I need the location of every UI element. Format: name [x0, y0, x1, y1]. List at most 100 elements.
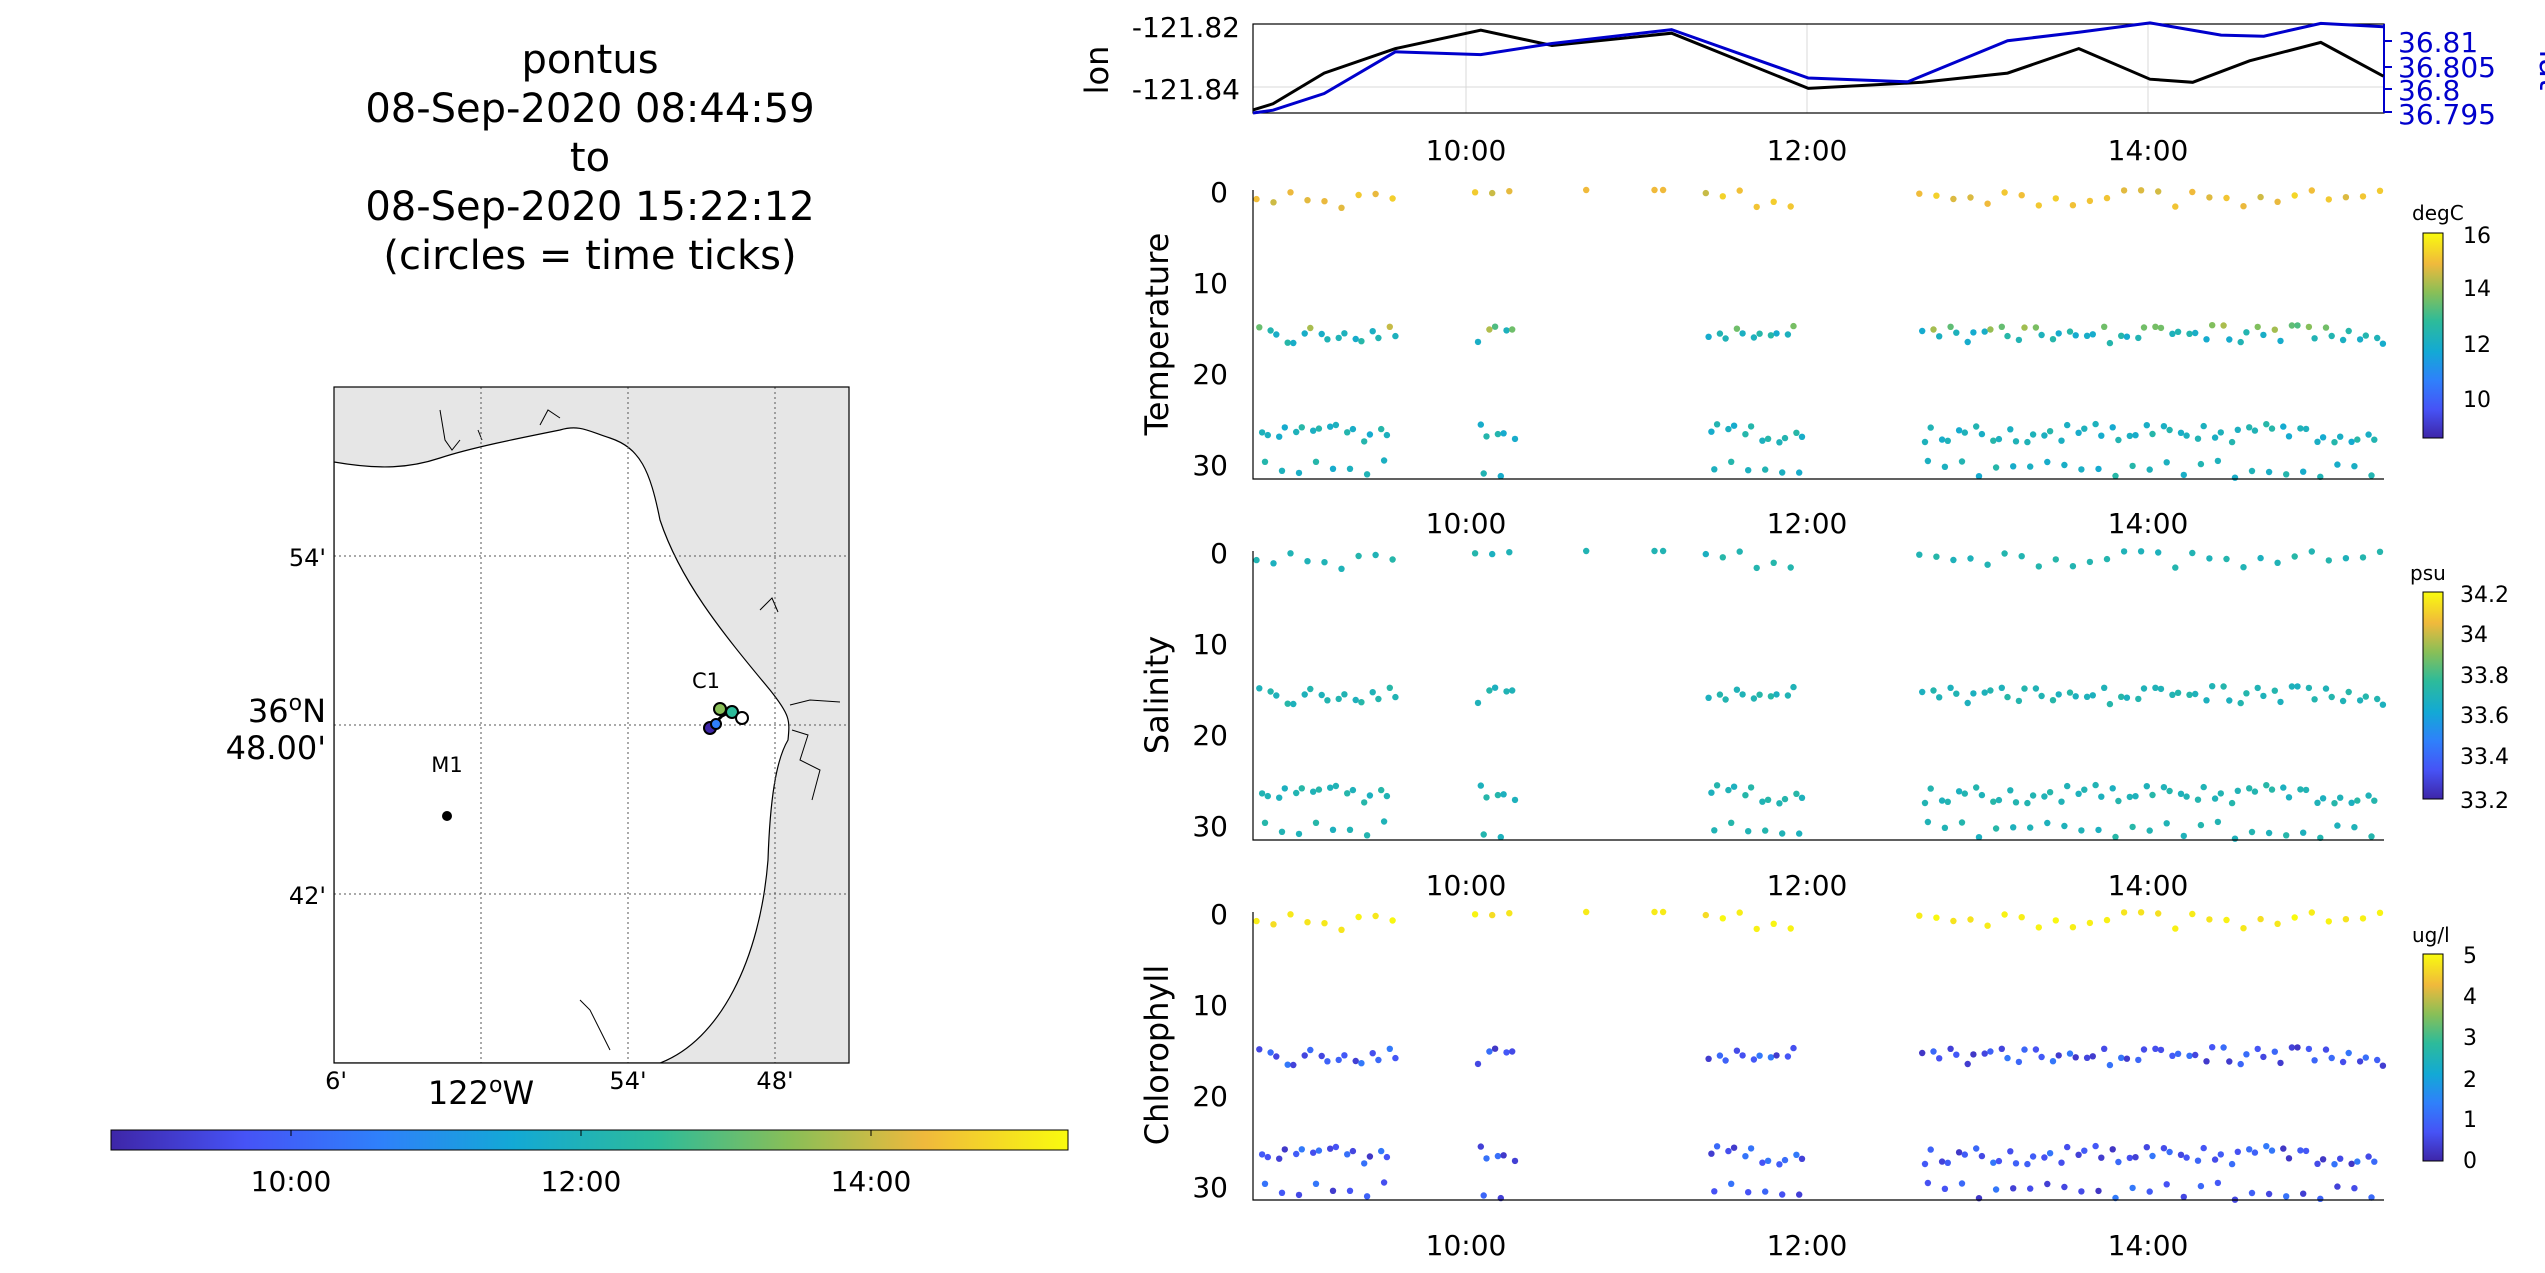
- chlorophyll-point: [2012, 1160, 2020, 1167]
- temperature-point: [2066, 328, 2074, 335]
- chlorophyll-point: [2240, 925, 2247, 932]
- chlorophyll-point: [1776, 1161, 1783, 1168]
- temperature-point: [1719, 193, 1727, 200]
- chlorophyll-point: [2288, 1044, 2296, 1051]
- salinity-point: [1798, 794, 1806, 801]
- temperature-point: [2081, 425, 2088, 432]
- glider-track: [703, 702, 749, 735]
- salinity-point: [1321, 559, 1328, 566]
- chlorophyll-point: [1930, 1048, 1937, 1055]
- chlorophyll-point: [1341, 1052, 1348, 1059]
- chlorophyll-point: [2032, 1046, 2040, 1053]
- chlorophyll-point: [2098, 1154, 2105, 1161]
- temperature-point: [2339, 336, 2347, 344]
- salinity-point: [1270, 560, 1277, 567]
- salinity-point: [1358, 699, 1365, 706]
- chlorophyll-point: [1506, 910, 1513, 917]
- salinity-point: [1779, 830, 1786, 837]
- temperature-point: [1938, 436, 1946, 443]
- temperature-point: [2365, 431, 2372, 438]
- salinity-point: [1583, 547, 1590, 555]
- salinity-point: [1344, 790, 1351, 797]
- temperature-point: [1494, 430, 1502, 438]
- chlorophyll-point: [2137, 909, 2145, 916]
- salinity-point: [2015, 697, 2023, 705]
- salinity-point: [2169, 691, 2176, 698]
- chlorophyll-point: [1927, 1146, 1934, 1153]
- chlorophyll-colorbar-tick: 4: [2463, 985, 2477, 1010]
- chlorophyll-point: [2203, 1058, 2210, 1065]
- salinity-point: [2069, 563, 2077, 570]
- chlorophyll-point: [2211, 1156, 2219, 1163]
- chlorophyll-point: [2189, 910, 2196, 918]
- salinity-point: [1770, 559, 1777, 566]
- chlorophyll-point: [2089, 1053, 2096, 1060]
- chlorophyll-point: [2277, 1059, 2284, 1067]
- salinity-point: [2135, 695, 2142, 703]
- salinity-point: [2297, 786, 2304, 793]
- salinity-point: [1310, 788, 1317, 795]
- salinity-point: [1491, 684, 1499, 691]
- chlorophyll-point: [2157, 1046, 2165, 1054]
- chlorophyll-point: [2356, 1058, 2364, 1065]
- salinity-point: [1767, 693, 1775, 700]
- salinity-point: [1776, 800, 1783, 807]
- temperature-point: [1708, 428, 1715, 435]
- salinity-point: [1489, 550, 1496, 558]
- temperature-point: [1335, 334, 1342, 342]
- temperature-point: [2342, 194, 2350, 201]
- temperature-point: [2015, 336, 2023, 344]
- salinity-point: [2061, 822, 2068, 830]
- chlorophyll-point: [1304, 919, 1311, 926]
- salinity-point: [1298, 785, 1306, 792]
- temperature-point: [2220, 322, 2227, 329]
- temperature-point: [1483, 433, 1490, 440]
- temperature-point: [1506, 188, 1513, 195]
- temperature-point: [2086, 197, 2094, 205]
- temperature-point: [2237, 338, 2244, 346]
- salinity-point: [2371, 797, 2378, 804]
- temperature-point: [2058, 437, 2065, 444]
- salinity-point: [2021, 685, 2028, 692]
- salinity-point: [1995, 796, 2003, 804]
- temperature-point: [2001, 189, 2008, 196]
- temperature-point: [1936, 333, 1943, 340]
- chlorophyll-point: [1278, 1189, 1286, 1197]
- chlorophyll-x-tick: 14:00: [2108, 1229, 2189, 1262]
- temperature-point: [2174, 328, 2182, 335]
- salinity-point: [2217, 790, 2224, 797]
- salinity-point: [1261, 819, 1269, 826]
- chlorophyll-point: [1293, 1150, 1300, 1158]
- chlorophyll-point: [1281, 1146, 1289, 1153]
- salinity-point: [1955, 788, 1963, 795]
- salinity-point: [2146, 827, 2153, 834]
- salinity-point: [1975, 834, 1983, 841]
- temperature-x-tick: 14:00: [2108, 507, 2189, 540]
- salinity-point: [2228, 799, 2236, 807]
- salinity-point: [2007, 787, 2014, 794]
- chlorophyll-point: [2223, 916, 2230, 924]
- salinity-point: [1781, 795, 1789, 803]
- chlorophyll-point: [1722, 1057, 1729, 1064]
- temperature-point: [2069, 202, 2077, 209]
- chlorophyll-point: [2351, 1185, 2358, 1192]
- salinity-point: [2220, 683, 2227, 690]
- chlorophyll-point: [2166, 1148, 2173, 1156]
- map-lon-tick-deg: 122oW: [428, 1073, 534, 1112]
- salinity-point: [2001, 550, 2008, 557]
- temperature-point: [2314, 438, 2321, 445]
- salinity-ylabel: Salinity: [1138, 636, 1176, 754]
- time-colorbar: 10:00 12:00 14:00: [110, 1129, 1069, 1198]
- temperature-point: [1787, 203, 1794, 210]
- chlorophyll-point: [2308, 909, 2315, 916]
- temperature-x-tick: 10:00: [1426, 507, 1507, 540]
- chlorophyll-point: [1978, 1152, 1986, 1160]
- temperature-point: [1341, 330, 1348, 337]
- salinity-x-tick: 14:00: [2108, 869, 2189, 902]
- salinity-point: [2103, 555, 2111, 563]
- temperature-colorbar-title: degC: [2412, 201, 2464, 225]
- temperature-point: [2248, 467, 2256, 475]
- salinity-point: [1984, 561, 1991, 568]
- chlorophyll-point: [1984, 922, 1991, 929]
- chlorophyll-point: [1759, 1159, 1766, 1166]
